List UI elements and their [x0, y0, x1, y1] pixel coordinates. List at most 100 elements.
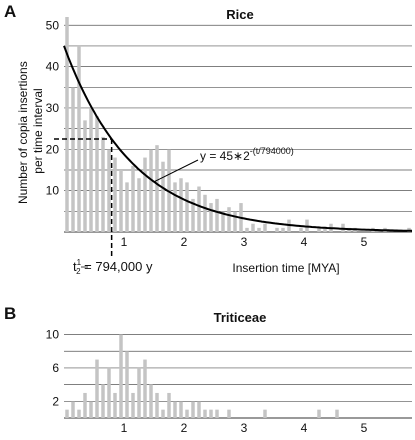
bar: [143, 157, 147, 232]
panel-b-triticeae: B Triticeae 2 6 10 1 2 3 4 5: [4, 304, 412, 435]
bar: [191, 401, 195, 418]
panel-a-fit-curve: [63, 45, 412, 232]
bar: [101, 136, 105, 232]
bar: [77, 409, 81, 418]
y-tick-label: 40: [46, 60, 60, 74]
panel-a-title: Rice: [226, 7, 253, 22]
bar: [215, 409, 219, 418]
panel-a-y-axis-label-line2: per time interval: [31, 88, 45, 173]
bar: [65, 409, 69, 418]
panel-a-y-ticks: 10 20 30 40 50: [46, 18, 60, 197]
bar: [257, 227, 261, 232]
bar: [281, 227, 285, 232]
bar: [101, 384, 105, 418]
x-tick-label: 4: [301, 421, 308, 435]
panel-b-bars: [65, 334, 339, 418]
panel-a-letter: A: [4, 2, 16, 21]
half-life-value: = 794,000 y: [81, 259, 153, 274]
bar: [209, 409, 213, 418]
fit-eq-exponent: -(t/794000): [250, 146, 294, 156]
bar: [95, 359, 99, 418]
panel-a-x-axis-label: Insertion time [MYA]: [232, 261, 339, 275]
x-tick-label: 3: [241, 235, 248, 249]
half-life-num: 1: [77, 258, 82, 267]
bar: [131, 165, 135, 232]
bar: [227, 207, 231, 232]
bar: [161, 409, 165, 418]
y-tick-label: 10: [46, 328, 60, 342]
panel-b-letter: B: [4, 304, 16, 323]
x-tick-label: 3: [241, 421, 248, 435]
panel-a-bars: [65, 17, 411, 233]
bar: [179, 401, 183, 418]
bar: [137, 367, 141, 418]
bar: [197, 186, 201, 232]
bar: [149, 384, 153, 418]
bar: [263, 223, 267, 232]
bar: [275, 227, 279, 232]
bar: [167, 392, 171, 418]
panel-a-fit-equation: y = 45∗2-(t/794000): [200, 146, 294, 163]
bar: [197, 401, 201, 418]
bar: [71, 401, 75, 418]
bar: [227, 409, 231, 418]
panel-b-y-ticks: 2 6 10: [46, 328, 60, 409]
half-life-t: t: [73, 259, 77, 274]
bar: [335, 409, 339, 418]
panel-a-half-life-label: t1 2 = 794,000 y: [73, 258, 153, 276]
panel-b-x-ticks: 1 2 3 4 5: [121, 421, 368, 435]
bar: [119, 169, 123, 232]
half-life-den: 2: [76, 267, 81, 276]
bar: [125, 182, 129, 232]
bar: [185, 182, 189, 232]
bar: [215, 198, 219, 232]
bar: [143, 359, 147, 418]
bar: [113, 157, 117, 232]
x-tick-label: 4: [301, 235, 308, 249]
bar: [83, 120, 87, 232]
bar: [251, 223, 255, 232]
panel-a-y-axis-label-line1: Number of copia insertions: [16, 61, 30, 204]
bar: [317, 227, 321, 232]
bar: [203, 194, 207, 232]
bar: [179, 178, 183, 232]
bar: [131, 392, 135, 418]
bar: [113, 392, 117, 418]
bar: [161, 161, 165, 232]
bar: [65, 17, 69, 232]
y-tick-label: 20: [46, 142, 60, 156]
panel-a-half-life-marker: [54, 138, 113, 256]
fit-eq-mult: ∗: [233, 149, 243, 163]
fit-eq-base: y = 45: [200, 149, 233, 163]
bar: [209, 203, 213, 232]
bar: [155, 392, 159, 418]
x-tick-label: 2: [181, 235, 188, 249]
panel-a-x-ticks: 1 2 3 4 5: [121, 235, 368, 249]
bar: [107, 367, 111, 418]
panel-b-title: Triticeae: [214, 310, 267, 325]
bar: [233, 211, 237, 232]
bar: [203, 409, 207, 418]
x-tick-label: 2: [181, 421, 188, 435]
bar: [299, 227, 303, 232]
y-tick-label: 30: [46, 101, 60, 115]
bar: [245, 227, 249, 232]
bar: [173, 401, 177, 418]
bar: [263, 409, 267, 418]
y-tick-label: 10: [46, 184, 60, 198]
bar: [83, 392, 87, 418]
fit-eq-two: 2: [243, 149, 250, 163]
panel-a-y-axis-label: Number of copia insertions per time inte…: [16, 58, 45, 204]
bar: [119, 334, 123, 418]
x-tick-label: 1: [121, 421, 128, 435]
bar: [185, 409, 189, 418]
bar: [173, 182, 177, 232]
y-tick-label: 6: [52, 361, 59, 375]
bar: [107, 149, 111, 232]
bar: [125, 351, 129, 418]
bar: [95, 116, 99, 232]
x-tick-label: 5: [361, 421, 368, 435]
x-tick-label: 1: [121, 235, 128, 249]
